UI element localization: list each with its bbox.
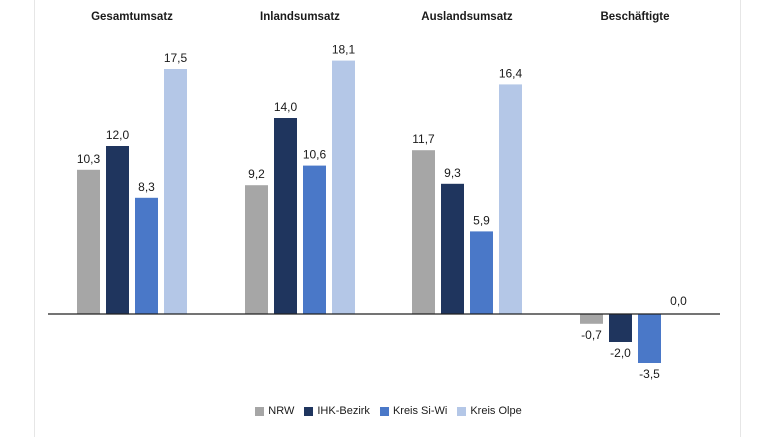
bar-kreis-olpe-gesamtumsatz (164, 69, 187, 314)
legend-item-ihk-bezirk: IHK-Bezirk (304, 405, 370, 417)
value-label-kreis-olpe-beschaeftigte: 0,0 (670, 294, 687, 308)
frame-right-edge (740, 0, 741, 437)
bar-nrw-auslandsumsatz (412, 150, 435, 314)
bar-kreis-si-wi-inlandsumsatz (303, 165, 326, 314)
bar-kreis-olpe-auslandsumsatz (499, 84, 522, 315)
legend-label-nrw: NRW (268, 405, 295, 417)
bar-kreis-olpe-inlandsumsatz (332, 60, 355, 314)
bar-nrw-beschaeftigte (580, 314, 603, 324)
legend-swatch-nrw (255, 406, 265, 416)
frame-left-edge (34, 0, 35, 437)
value-label-ihk-bezirk-auslandsumsatz: 9,3 (444, 166, 461, 180)
bar-kreis-si-wi-gesamtumsatz (135, 197, 158, 314)
legend-item-kreis-si-wi: Kreis Si-Wi (379, 405, 448, 417)
legend-swatch-kreis-si-wi (379, 406, 389, 416)
value-label-nrw-beschaeftigte: -0,7 (581, 328, 602, 342)
legend-label-ihk-bezirk: IHK-Bezirk (317, 405, 370, 417)
legend-label-kreis-si-wi: Kreis Si-Wi (392, 405, 448, 417)
bar-nrw-gesamtumsatz (77, 169, 100, 314)
bar-ihk-bezirk-inlandsumsatz (274, 118, 297, 314)
value-label-nrw-auslandsumsatz: 11,7 (412, 132, 435, 146)
bar-kreis-si-wi-beschaeftigte (638, 314, 661, 363)
value-label-kreis-olpe-gesamtumsatz: 17,5 (164, 51, 188, 65)
value-label-ihk-bezirk-gesamtumsatz: 12,0 (106, 128, 130, 142)
value-label-kreis-olpe-auslandsumsatz: 16,4 (499, 66, 523, 80)
value-label-kreis-si-wi-inlandsumsatz: 10,6 (303, 148, 327, 162)
legend-label-kreis-olpe: Kreis Olpe (470, 405, 522, 417)
value-label-nrw-inlandsumsatz: 9,2 (248, 167, 265, 181)
value-label-ihk-bezirk-beschaeftigte: -2,0 (610, 346, 631, 360)
legend-item-nrw: NRW (255, 405, 294, 417)
bar-ihk-bezirk-auslandsumsatz (441, 183, 464, 314)
bar-ihk-bezirk-beschaeftigte (609, 314, 632, 342)
category-title-beschaeftigte: Beschäftigte (600, 11, 669, 23)
legend-item-kreis-olpe: Kreis Olpe (457, 405, 522, 417)
value-label-kreis-si-wi-auslandsumsatz: 5,9 (473, 213, 490, 227)
value-label-kreis-si-wi-beschaeftigte: -3,5 (639, 367, 660, 381)
value-label-nrw-gesamtumsatz: 10,3 (77, 152, 101, 166)
category-title-auslandsumsatz: Auslandsumsatz (421, 11, 513, 23)
value-label-kreis-olpe-inlandsumsatz: 18,1 (332, 43, 356, 57)
legend: NRW IHK-Bezirk Kreis Si-Wi Kreis Olpe (0, 405, 777, 417)
legend-swatch-ihk-bezirk (304, 406, 314, 416)
bar-ihk-bezirk-gesamtumsatz (106, 146, 129, 314)
legend-swatch-kreis-olpe (457, 406, 467, 416)
value-label-kreis-si-wi-gesamtumsatz: 8,3 (138, 180, 155, 194)
value-label-ihk-bezirk-inlandsumsatz: 14,0 (274, 100, 298, 114)
bar-nrw-inlandsumsatz (245, 185, 268, 314)
category-title-inlandsumsatz: Inlandsumsatz (260, 11, 340, 23)
category-title-gesamtumsatz: Gesamtumsatz (91, 11, 173, 23)
bar-kreis-si-wi-auslandsumsatz (470, 231, 493, 314)
